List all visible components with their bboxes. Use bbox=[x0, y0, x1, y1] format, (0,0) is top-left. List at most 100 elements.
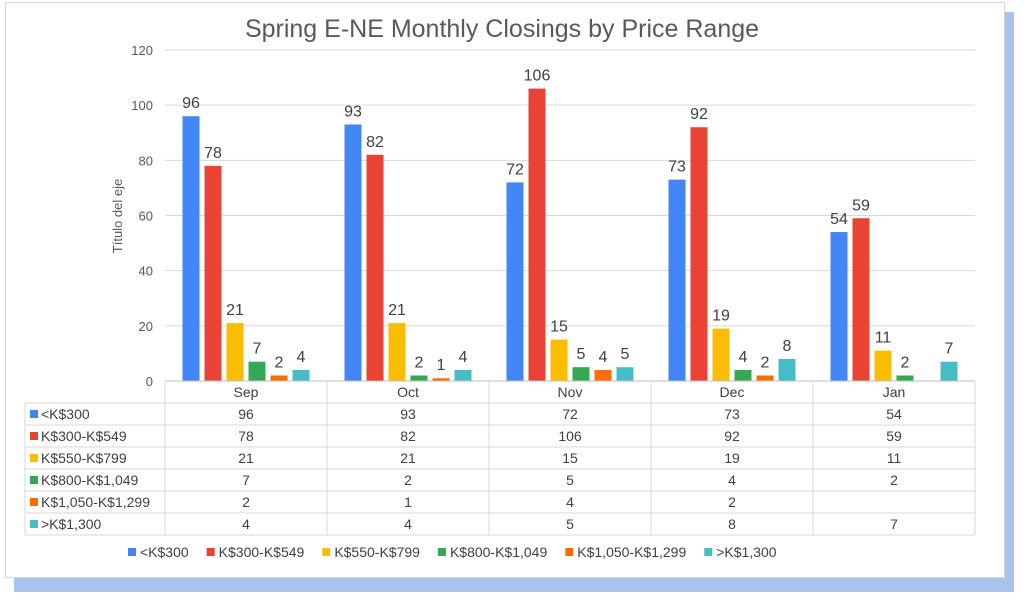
table-cell: 54 bbox=[886, 406, 902, 422]
table-row-label: K$550-K$799 bbox=[41, 450, 127, 466]
data-label: 15 bbox=[550, 319, 568, 336]
bar bbox=[734, 369, 752, 381]
table-cell: 2 bbox=[890, 472, 898, 488]
table-legend-key bbox=[30, 432, 38, 440]
table-cell: 4 bbox=[242, 516, 250, 532]
y-tick-label: 0 bbox=[146, 374, 153, 389]
data-label: 54 bbox=[830, 211, 848, 228]
bar bbox=[292, 369, 310, 381]
table-row-label: >K$1,300 bbox=[41, 516, 102, 532]
bar bbox=[896, 375, 914, 381]
bar bbox=[182, 116, 200, 381]
data-label: 5 bbox=[577, 346, 586, 363]
data-label: 72 bbox=[506, 161, 524, 178]
legend-key bbox=[206, 548, 215, 556]
table-cell: 5 bbox=[566, 516, 574, 532]
data-label: 21 bbox=[388, 302, 406, 319]
table-cell: 7 bbox=[890, 516, 898, 532]
table-cell: 4 bbox=[404, 516, 412, 532]
legend-label: K$800-K$1,049 bbox=[450, 544, 548, 560]
x-tick-label: Nov bbox=[558, 384, 583, 400]
legend-key bbox=[704, 548, 713, 556]
bar bbox=[248, 361, 266, 381]
data-label: 93 bbox=[344, 103, 362, 120]
bar bbox=[616, 367, 634, 381]
data-label: 73 bbox=[668, 159, 686, 176]
table-cell: 96 bbox=[238, 406, 254, 422]
table-cell: 15 bbox=[562, 450, 578, 466]
y-tick-label: 60 bbox=[139, 209, 153, 224]
table-cell: 5 bbox=[566, 472, 574, 488]
legend-key bbox=[565, 548, 574, 556]
bar bbox=[528, 88, 546, 381]
data-label: 106 bbox=[524, 68, 551, 85]
table-cell: 73 bbox=[724, 406, 740, 422]
table-cell: 21 bbox=[400, 450, 416, 466]
legend-key bbox=[128, 548, 136, 556]
legend-key bbox=[322, 548, 331, 556]
legend-label: K$300-K$549 bbox=[219, 544, 305, 560]
table-cell: 4 bbox=[728, 472, 736, 488]
bar bbox=[226, 323, 244, 381]
table-row-label: K$1,050-K$1,299 bbox=[41, 494, 150, 510]
table-cell: 92 bbox=[724, 428, 740, 444]
bar bbox=[594, 369, 612, 381]
data-label: 92 bbox=[690, 106, 708, 123]
data-label: 96 bbox=[182, 95, 200, 112]
table-cell: 8 bbox=[728, 516, 736, 532]
data-label: 4 bbox=[599, 349, 608, 366]
legend-label: <K$300 bbox=[140, 544, 189, 560]
bar bbox=[366, 154, 384, 381]
y-tick-label: 20 bbox=[139, 319, 153, 334]
data-label: 2 bbox=[761, 354, 770, 371]
x-tick-label: Sep bbox=[234, 384, 259, 400]
y-tick-label: 100 bbox=[131, 98, 153, 113]
data-label: 2 bbox=[901, 354, 910, 371]
data-label: 82 bbox=[366, 134, 384, 151]
table-cell: 72 bbox=[562, 406, 578, 422]
table-cell: 21 bbox=[238, 450, 254, 466]
table-legend-key bbox=[30, 454, 38, 462]
data-label: 2 bbox=[275, 354, 284, 371]
data-label: 4 bbox=[739, 349, 748, 366]
bar bbox=[940, 361, 958, 381]
table-cell: 4 bbox=[566, 494, 574, 510]
y-tick-label: 40 bbox=[139, 264, 153, 279]
bar bbox=[432, 378, 450, 381]
data-label: 19 bbox=[712, 308, 730, 325]
x-tick-label: Dec bbox=[720, 384, 745, 400]
bar bbox=[344, 124, 362, 381]
bar bbox=[852, 218, 870, 381]
legend-label: K$1,050-K$1,299 bbox=[577, 544, 686, 560]
legend-label: >K$1,300 bbox=[716, 544, 777, 560]
chart-title: Spring E-NE Monthly Closings by Price Ra… bbox=[245, 15, 759, 43]
table-cell: 82 bbox=[400, 428, 416, 444]
data-label: 59 bbox=[852, 197, 870, 214]
table-cell: 19 bbox=[724, 450, 740, 466]
data-label: 5 bbox=[621, 346, 630, 363]
data-label: 8 bbox=[783, 338, 792, 355]
legend-key bbox=[437, 548, 446, 556]
table-cell: 78 bbox=[238, 428, 254, 444]
table-cell: 93 bbox=[400, 406, 416, 422]
bar bbox=[668, 179, 686, 381]
bar bbox=[204, 165, 222, 381]
bar bbox=[756, 375, 774, 381]
table-cell: 1 bbox=[404, 494, 412, 510]
bar bbox=[550, 339, 568, 381]
data-label: 4 bbox=[459, 349, 468, 366]
table-legend-key bbox=[30, 410, 38, 418]
table-cell: 2 bbox=[728, 494, 736, 510]
data-label: 78 bbox=[204, 145, 222, 162]
data-label: 7 bbox=[253, 341, 262, 358]
bar bbox=[506, 182, 524, 381]
table-cell: 2 bbox=[242, 494, 250, 510]
table-cell: 106 bbox=[558, 428, 582, 444]
table-legend-key bbox=[30, 476, 38, 484]
table-legend-key bbox=[30, 520, 38, 528]
legend-label: K$550-K$799 bbox=[334, 544, 420, 560]
table-cell: 2 bbox=[404, 472, 412, 488]
x-tick-label: Oct bbox=[397, 384, 419, 400]
bar bbox=[454, 369, 472, 381]
table-cell: 11 bbox=[887, 450, 902, 466]
